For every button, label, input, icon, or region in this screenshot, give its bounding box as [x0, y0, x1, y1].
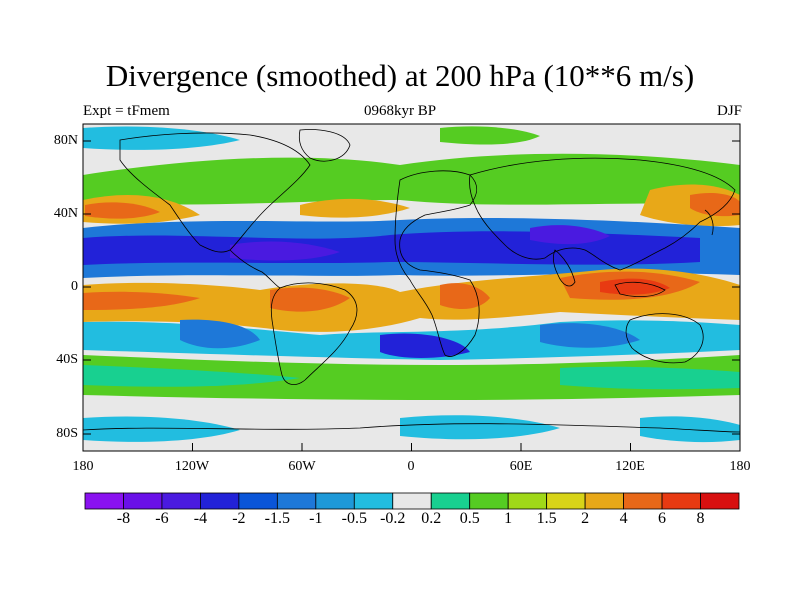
- lat-label-80s: 80S: [56, 426, 78, 441]
- colorbar-label: 6: [658, 510, 667, 527]
- colorbar-box: [123, 492, 163, 510]
- colorbar-box: [700, 492, 740, 510]
- coast-australia: [625, 313, 704, 364]
- south-weak-div-2: [560, 366, 740, 390]
- colorbar-box: [353, 492, 394, 510]
- experiment-label: Expt = tFmem: [83, 103, 170, 119]
- colorbar-label: -0.2: [380, 510, 406, 527]
- coast-india: [552, 249, 576, 287]
- lon-label-180e: 180: [729, 459, 751, 474]
- colorbar-label: -4: [193, 510, 208, 527]
- colorbar-box: [661, 492, 701, 510]
- map-title: Divergence (smoothed) at 200 hPa (10**6 …: [105, 58, 695, 93]
- indian-ocean-neg: [540, 323, 640, 348]
- colorbar-box: [84, 492, 124, 510]
- east-pacific-div: [83, 291, 200, 310]
- arctic-pos-1: [440, 126, 540, 145]
- colorbar-label: 1: [504, 510, 513, 527]
- coast-asia: [469, 157, 736, 271]
- colorbar-box: [200, 492, 240, 510]
- south-atlantic-neg: [380, 333, 470, 358]
- colorbar-label: -2: [232, 510, 246, 527]
- colorbar: [84, 492, 740, 510]
- coast-south-america: [270, 282, 358, 385]
- colorbar-box: [584, 492, 624, 510]
- coast-indonesia: [614, 281, 666, 298]
- colorbar-box: [507, 492, 548, 510]
- antarctic-neg-2: [400, 415, 560, 440]
- colorbar-box: [161, 492, 201, 510]
- lon-label-120w: 120W: [174, 459, 210, 474]
- divergence-field: [83, 124, 740, 451]
- coast-japan: [704, 209, 714, 236]
- africa-div: [440, 283, 490, 310]
- map-ticks: [82, 140, 741, 451]
- coast-europe-africa: [394, 170, 480, 357]
- lon-label-60w: 60W: [288, 459, 316, 474]
- colorbar-box: [315, 492, 355, 510]
- colorbar-box: [430, 492, 471, 510]
- subtropical-min-1: [230, 241, 340, 261]
- lat-label-80n: 80N: [53, 133, 78, 148]
- coast-central-america: [229, 249, 281, 289]
- colorbar-label: -1.5: [264, 510, 291, 527]
- colorbar-label: 2: [581, 510, 590, 527]
- colorbar-label: -1: [309, 510, 323, 527]
- colorbar-box: [238, 492, 278, 510]
- coast-north-america: [119, 132, 311, 253]
- lat-label-40s: 40S: [56, 352, 78, 367]
- colorbar-label: -0.5: [341, 510, 367, 527]
- colorbar-label: 0.5: [459, 510, 480, 527]
- arctic-neg-1: [83, 126, 240, 150]
- south-green-band: [83, 355, 740, 400]
- coast-antarctica: [83, 423, 740, 433]
- coastlines: [83, 129, 740, 433]
- colorbar-label: -6: [155, 510, 169, 527]
- colorbar-box: [276, 492, 317, 510]
- lon-label-120e: 120E: [615, 459, 645, 474]
- lon-label-180w: 180: [72, 459, 94, 474]
- colorbar-box: [623, 492, 663, 510]
- south-pacific-neg: [180, 319, 260, 349]
- colorbar-label: 0.2: [421, 510, 442, 527]
- lon-label-60e: 60E: [509, 459, 533, 474]
- lon-label-0: 0: [407, 459, 415, 474]
- lat-label-0: 0: [71, 279, 78, 294]
- north-green-band: [83, 153, 740, 205]
- south-weak-div-1: [83, 365, 300, 387]
- coast-greenland: [298, 129, 351, 162]
- colorbar-label: 8: [696, 510, 705, 527]
- north-pacific-core: [85, 202, 160, 219]
- south-america-div: [270, 287, 350, 312]
- subtropical-min-2: [530, 225, 610, 245]
- colorbar-box: [546, 492, 586, 510]
- time-label: 0968kyr BP: [363, 103, 437, 119]
- atlantic-max: [300, 198, 410, 218]
- lat-label-40n: 40N: [53, 206, 78, 221]
- maritime-continent-core: [600, 278, 670, 295]
- north-pacific-core-east: [690, 192, 740, 217]
- season-label: DJF: [716, 103, 742, 119]
- antarctic-neg-1: [83, 416, 240, 442]
- colorbar-box: [392, 492, 432, 510]
- colorbar-box: [469, 492, 509, 510]
- colorbar-label: 4: [619, 510, 628, 527]
- colorbar-label: -8: [116, 510, 131, 527]
- colorbar-label: 1.5: [536, 510, 557, 527]
